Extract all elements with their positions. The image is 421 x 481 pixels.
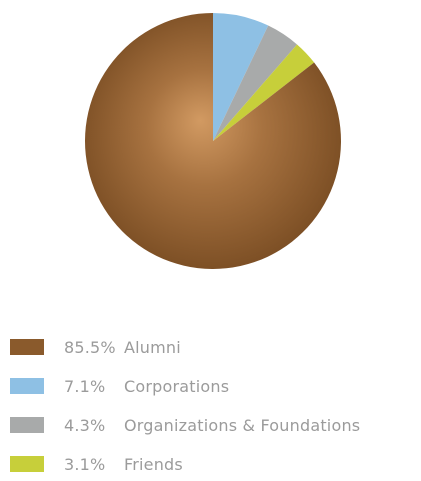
pie-slice-friends <box>213 44 315 141</box>
legend-swatch-corporations <box>10 378 44 394</box>
pie-chart <box>84 13 341 269</box>
legend-swatch-organizations-foundations <box>10 417 44 433</box>
pie-slice-alumni <box>84 13 341 269</box>
legend-item-alumni: 85.5% Alumni <box>10 336 418 359</box>
legend-category: Organizations & Foundations <box>124 416 361 435</box>
legend-category: Alumni <box>124 338 181 357</box>
legend-item-friends: 3.1% Friends <box>10 453 418 476</box>
legend-percent: 85.5% <box>64 338 116 357</box>
legend-label-friends: 3.1% Friends <box>64 453 183 476</box>
legend-percent: 3.1% <box>64 455 106 474</box>
pie-slice-corporations <box>213 13 269 141</box>
legend-swatch-alumni <box>10 339 44 355</box>
legend-category: Friends <box>124 455 183 474</box>
pie-slice-organizations-foundations <box>213 25 298 141</box>
legend-percent: 4.3% <box>64 416 106 435</box>
legend-swatch-friends <box>10 456 44 472</box>
legend: 85.5% Alumni 7.1% Corporations 4.3% Organiz… <box>10 336 418 476</box>
legend-label-corporations: 7.1% Corporations <box>64 375 229 398</box>
legend-label-organizations-foundations: 4.3% Organizations & Foundations <box>64 414 360 437</box>
legend-percent: 7.1% <box>64 377 106 396</box>
legend-item-organizations-foundations: 4.3% Organizations & Foundations <box>10 414 418 437</box>
legend-label-alumni: 85.5% Alumni <box>64 336 181 359</box>
legend-category: Corporations <box>124 377 230 396</box>
legend-item-corporations: 7.1% Corporations <box>10 375 418 398</box>
